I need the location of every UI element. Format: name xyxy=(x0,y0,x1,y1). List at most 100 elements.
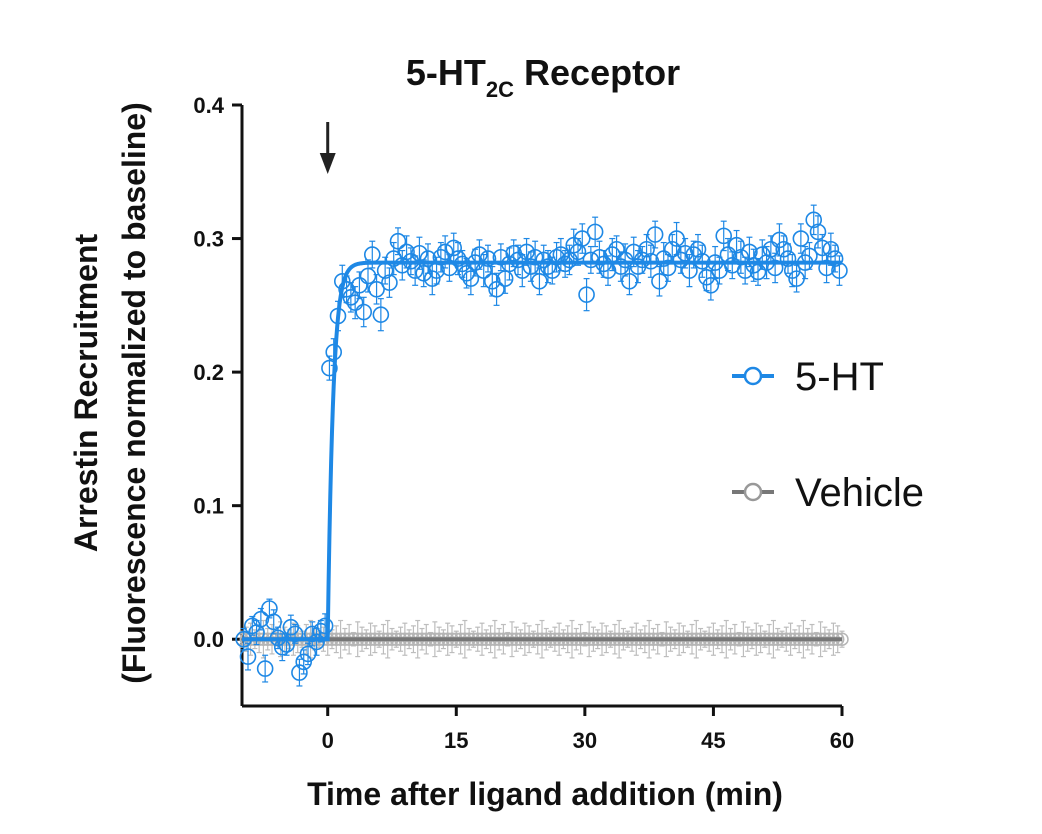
5ht-point xyxy=(771,231,788,249)
arrow-head xyxy=(319,153,336,174)
5ht-point xyxy=(432,248,450,266)
5ht-point xyxy=(659,259,677,277)
5ht-point xyxy=(582,251,600,269)
5ht-point xyxy=(372,306,390,323)
5ht-point xyxy=(633,251,651,269)
y-tick-label: 0.3 xyxy=(193,227,224,252)
5ht-point xyxy=(586,223,604,241)
y-ticks: 0.0 0.1 0.2 0.3 0.4 xyxy=(193,93,242,652)
chart-title-subscript: 2C xyxy=(486,77,514,102)
5ht-point xyxy=(689,240,707,258)
5ht-point xyxy=(822,240,840,258)
y-tick-label: 0.4 xyxy=(193,93,224,118)
5ht-point xyxy=(539,258,557,275)
5ht-point xyxy=(359,267,377,285)
5ht-point xyxy=(278,636,295,653)
x-axis-label: Time after ligand addition (min) xyxy=(307,776,783,812)
5ht-point xyxy=(252,610,270,628)
legend-5ht-marker xyxy=(743,366,763,386)
5ht-point xyxy=(308,633,325,651)
5ht-point xyxy=(826,250,844,267)
ligand-addition-arrow xyxy=(319,122,336,174)
legend-5ht-label: 5-HT xyxy=(795,355,884,399)
5ht-point xyxy=(608,240,625,258)
5ht-point xyxy=(788,270,805,287)
5ht-point xyxy=(621,272,638,290)
5ht-point xyxy=(338,281,355,298)
5ht-point xyxy=(462,270,480,287)
5ht-point xyxy=(792,230,810,247)
y-tick-label: 0.0 xyxy=(193,627,224,652)
5ht-point xyxy=(578,286,595,303)
y-tick-label: 0.2 xyxy=(193,360,224,385)
5ht-point xyxy=(423,270,441,287)
x-tick-label: 45 xyxy=(701,728,725,753)
5ht-point xyxy=(488,281,505,298)
5ht-point xyxy=(573,230,591,247)
5ht-point xyxy=(368,281,385,298)
chart-title: 5-HT2C Receptor xyxy=(406,52,680,102)
legend-item-5ht: 5-HT xyxy=(732,355,884,399)
5ht-point xyxy=(299,645,317,663)
5ht-point xyxy=(321,359,338,377)
5ht-point xyxy=(518,243,535,261)
5ht-point xyxy=(458,264,475,282)
5ht-point xyxy=(346,294,364,311)
5ht-point xyxy=(813,239,831,257)
5ht-point xyxy=(668,230,685,247)
5ht-point xyxy=(818,259,835,277)
5ht-point xyxy=(441,259,458,277)
5ht-point xyxy=(256,660,274,677)
5ht-point xyxy=(398,243,415,261)
5ht-point xyxy=(715,227,733,245)
legend-item-vehicle: Vehicle xyxy=(732,471,924,515)
5ht-point xyxy=(419,250,437,267)
5ht-point xyxy=(766,259,784,277)
5ht-point xyxy=(728,236,745,254)
y-tick-label: 0.1 xyxy=(193,494,224,519)
5ht-point xyxy=(762,240,780,258)
5ht-point xyxy=(355,303,373,321)
legend-vehicle-marker xyxy=(743,482,763,502)
5ht-point xyxy=(295,653,313,671)
5ht-point xyxy=(638,240,655,258)
5ht-point xyxy=(342,289,360,306)
x-tick-label: 30 xyxy=(573,728,597,753)
5ht-point xyxy=(646,226,664,243)
5ht-point xyxy=(381,274,398,291)
5ht-point xyxy=(265,613,283,631)
5ht-point xyxy=(526,248,544,266)
5ht-point xyxy=(663,240,681,258)
x-ticks: 0 15 30 45 60 xyxy=(322,706,854,753)
5ht-point xyxy=(316,617,334,635)
chart-title-rest: Receptor xyxy=(514,52,680,93)
5ht-point xyxy=(496,270,514,287)
y-axis-label: Arrestin Recruitment xyxy=(68,234,104,553)
5ht-point xyxy=(291,664,308,681)
5ht-point xyxy=(651,272,668,290)
5ht-point xyxy=(531,272,548,290)
5ht-point xyxy=(445,239,463,257)
series-5ht xyxy=(235,204,848,687)
5ht-point xyxy=(522,258,540,275)
5ht-point xyxy=(655,250,673,267)
x-tick-label: 0 xyxy=(322,728,334,753)
5ht-point xyxy=(698,268,715,286)
x-tick-label: 60 xyxy=(830,728,854,753)
5ht-point xyxy=(775,240,793,258)
chart-title-main: 5-HT xyxy=(406,52,486,93)
5ht-point xyxy=(351,276,368,294)
5ht-point xyxy=(449,250,467,267)
5ht-point xyxy=(415,264,433,282)
x-tick-label: 15 xyxy=(444,728,468,753)
legend: 5-HT Vehicle xyxy=(732,355,924,515)
5ht-point xyxy=(483,272,501,290)
5ht-point xyxy=(702,276,720,294)
5ht-point xyxy=(809,223,827,241)
5ht-point xyxy=(239,648,257,665)
5ht-fit-curve xyxy=(242,260,842,642)
5ht-point xyxy=(805,211,823,229)
5ht-point xyxy=(303,625,321,643)
y-axis-sublabel: (Fluorescence normalized to baseline) xyxy=(116,102,152,683)
